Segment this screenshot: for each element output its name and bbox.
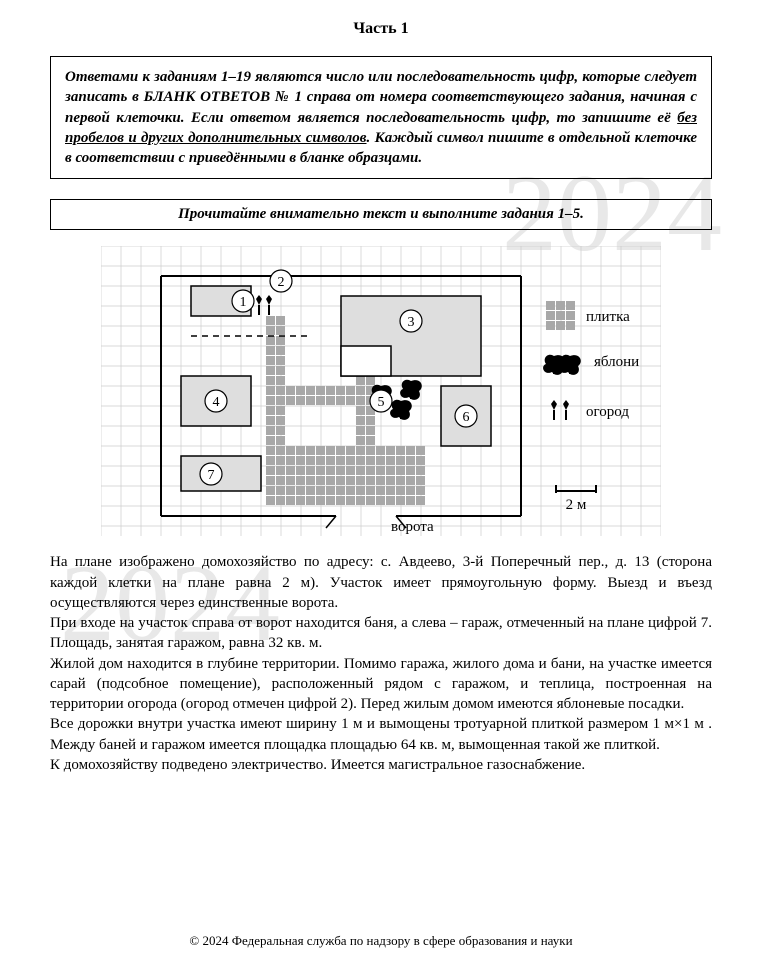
svg-text:ворота: ворота	[391, 519, 434, 535]
svg-text:2: 2	[278, 275, 285, 290]
paragraph: Жилой дом находится в глубине территории…	[50, 654, 712, 715]
svg-text:огород: огород	[586, 404, 629, 420]
svg-text:2 м: 2 м	[566, 497, 587, 513]
svg-text:плитка: плитка	[586, 309, 630, 325]
problem-text: На плане изображено домохозяйство по адр…	[50, 552, 712, 775]
svg-text:яблони: яблони	[594, 354, 639, 370]
svg-text:6: 6	[463, 410, 470, 425]
instructions-box: Ответами к заданиям 1–19 являются число …	[50, 56, 712, 179]
copyright-footer: © 2024 Федеральная служба по надзору в с…	[0, 933, 762, 949]
paragraph: К домохозяйству подведено электричество.…	[50, 755, 712, 775]
svg-text:4: 4	[213, 395, 220, 410]
part-title: Часть 1	[50, 20, 712, 38]
svg-text:3: 3	[408, 315, 415, 330]
instructions-pre: Ответами к заданиям 1–19 являются число …	[65, 69, 697, 126]
svg-text:5: 5	[378, 395, 385, 410]
read-instruction-box: Прочитайте внимательно текст и выполните…	[50, 199, 712, 230]
paragraph: При входе на участок справа от ворот нах…	[50, 613, 712, 654]
paragraph: На плане изображено домохозяйство по адр…	[50, 552, 712, 613]
svg-text:1: 1	[240, 295, 247, 310]
paragraph: Все дорожки внутри участка имеют ширину …	[50, 714, 712, 755]
plot-diagram: 1 2 3 4 5 6 7 ворота плитка яблони огород 2 м	[101, 246, 661, 536]
svg-text:7: 7	[208, 468, 215, 483]
